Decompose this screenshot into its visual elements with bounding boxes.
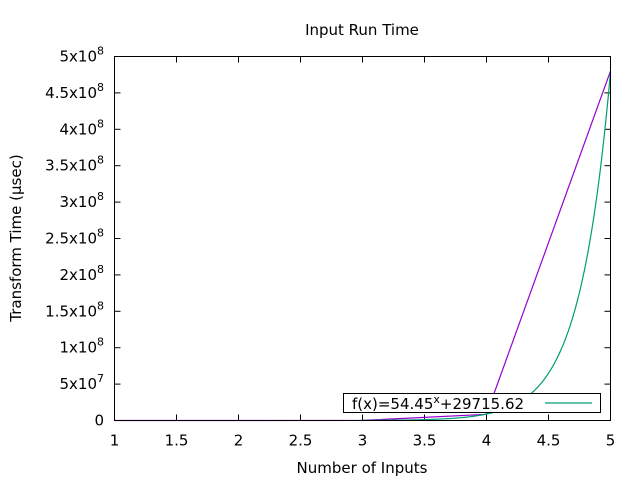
y-tick-label: 5x107 (59, 372, 104, 393)
legend-box (343, 393, 601, 413)
legend-entry-label: f(x)=54.45x+29715.62 (352, 393, 524, 413)
x-tick-label: 3.5 (413, 432, 437, 450)
legend-label-suffix: +29715.62 (440, 395, 524, 413)
x-tick-label: 3 (358, 432, 368, 450)
y-tick-label: 2x108 (59, 263, 104, 284)
y-tick-label: 4x108 (59, 117, 104, 138)
legend-label-exponent: x (433, 393, 440, 406)
x-tick-label: 4.5 (537, 432, 561, 450)
y-tick-label: 3.5x108 (45, 154, 104, 175)
x-tick-label: 4 (482, 432, 492, 450)
y-tick-label: 5x108 (59, 45, 104, 66)
y-tick-label: 1x108 (59, 336, 104, 357)
x-tick-label: 5 (606, 432, 616, 450)
y-tick-label: 2.5x108 (45, 227, 104, 248)
y-axis-label: Transform Time (µsec) (7, 154, 25, 322)
y-tick-label: 0 (94, 412, 104, 430)
plot-border (114, 56, 611, 421)
x-tick-label: 1 (110, 432, 120, 450)
x-axis-label: Number of Inputs (297, 459, 428, 477)
legend-label-prefix: f(x)=54.45 (352, 395, 433, 413)
x-tick-label: 2.5 (289, 432, 313, 450)
legend: f(x)=54.45x+29715.62 (343, 393, 601, 413)
y-tick-label: 4.5x108 (45, 81, 104, 102)
y-tick-label: 1.5x108 (45, 299, 104, 320)
y-tick-label: 3x108 (59, 190, 104, 211)
x-tick-label: 1.5 (165, 432, 189, 450)
axis-ticks: 1 1.5 2 2.5 3 3.5 4 4.5 5 0 5x107 1x108 1.5x108 2x108… (45, 45, 615, 450)
chart-title: Input Run Time (305, 21, 419, 39)
x-tick-label: 2 (234, 432, 244, 450)
